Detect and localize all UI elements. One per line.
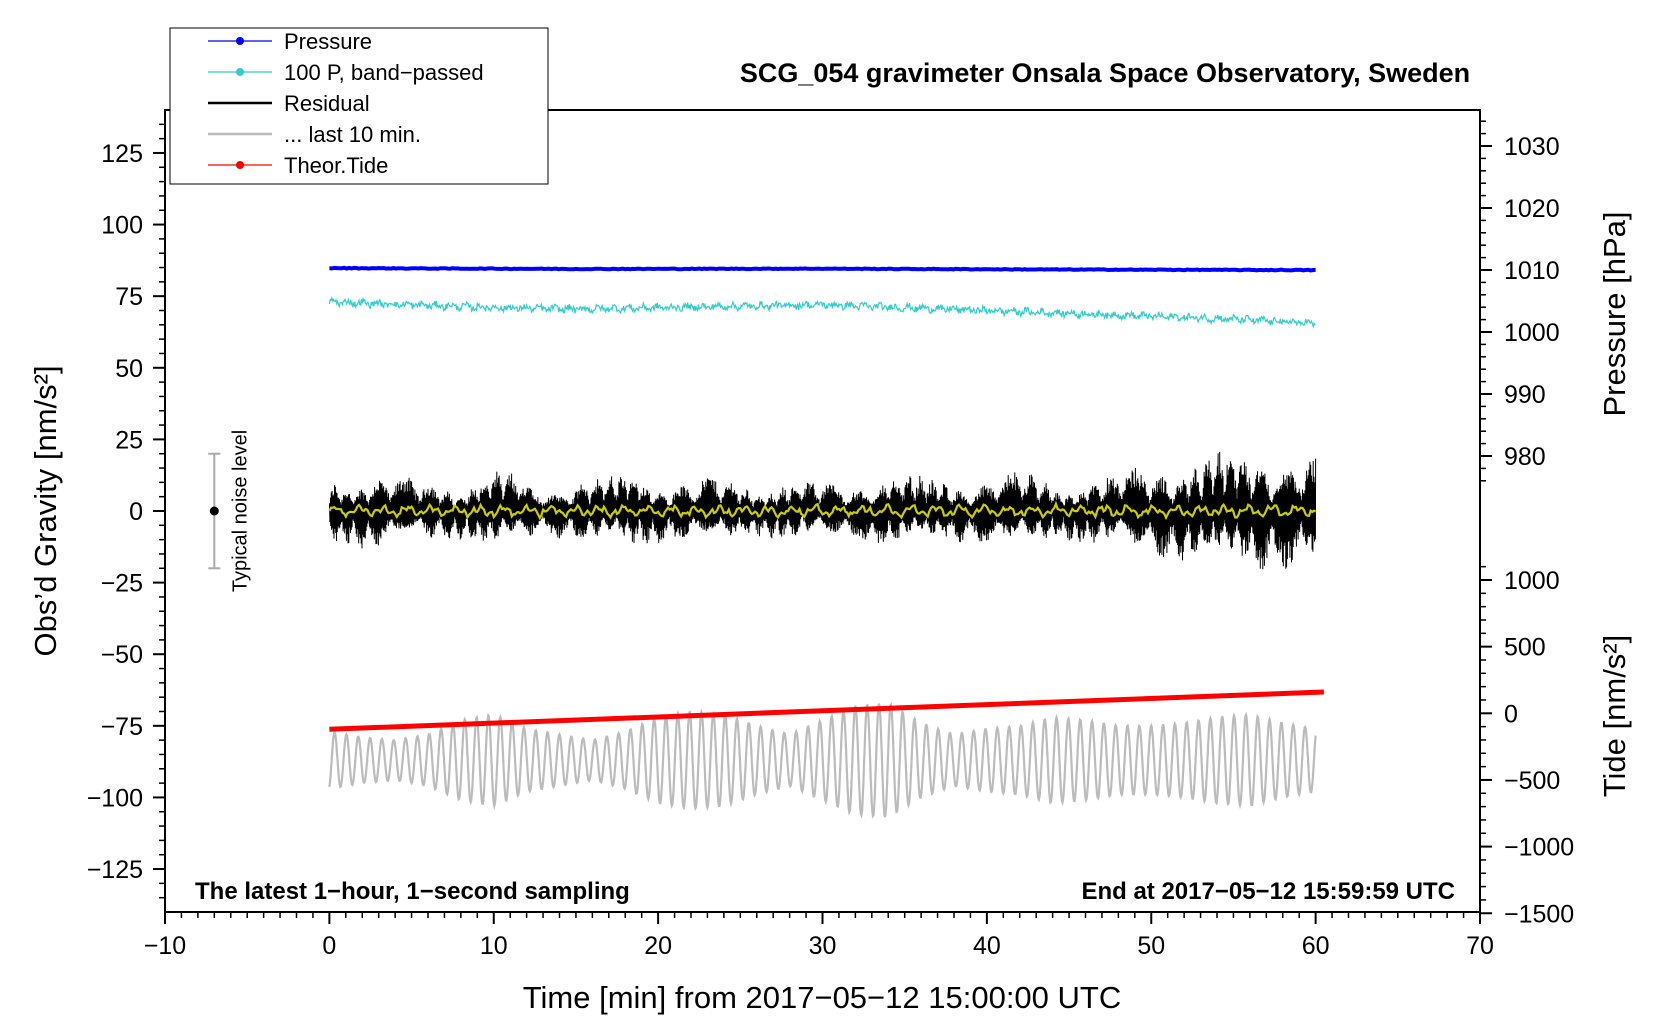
y-tick-label: 100	[101, 212, 143, 240]
y-tick-label: 0	[129, 498, 143, 526]
tide-tick-label: 1000	[1504, 567, 1560, 595]
tide-tick-label: −1000	[1504, 834, 1574, 862]
legend-item: Pressure	[208, 29, 372, 54]
noise-bar-dot	[209, 506, 219, 516]
tide-tick-label: −500	[1504, 767, 1560, 795]
y-tick-label: −25	[101, 570, 143, 598]
pressure-tick-label: 980	[1504, 443, 1546, 471]
pressure-tick-label: 1000	[1504, 319, 1560, 347]
x-tick-label: 70	[1466, 932, 1494, 960]
legend-label: Pressure	[284, 29, 372, 54]
legend-item: 100 P, band−passed	[208, 60, 484, 85]
y-tick-label: −75	[101, 713, 143, 741]
y-tick-label: −50	[101, 641, 143, 669]
y-tick-label: −125	[87, 856, 143, 884]
series-last-10-min	[328, 702, 1317, 819]
legend-marker	[236, 161, 244, 169]
legend-item: ... last 10 min.	[208, 122, 421, 147]
x-axis-label: Time [min] from 2017−05−12 15:00:00 UTC	[523, 980, 1122, 1015]
pressure-tick-label: 1010	[1504, 257, 1560, 285]
y-tick-label: 25	[115, 426, 143, 454]
series-residual-smoothed	[328, 500, 1317, 521]
legend-label: Residual	[284, 91, 370, 116]
legend-label: Theor.Tide	[284, 153, 388, 178]
legend-item: Residual	[208, 91, 370, 116]
x-tick-label: 30	[809, 932, 837, 960]
y-tick-label: 75	[115, 283, 143, 311]
tide-tick-label: 0	[1504, 700, 1518, 728]
x-tick-label: 0	[322, 932, 336, 960]
x-tick-label: 60	[1302, 932, 1330, 960]
x-tick-label: 10	[480, 932, 508, 960]
series-theor-tide	[329, 689, 1324, 732]
x-tick-label: −10	[144, 932, 186, 960]
tide-tick-label: −1500	[1504, 900, 1574, 928]
annotation-sampling: The latest 1−hour, 1−second sampling	[195, 878, 630, 905]
annotation-end-time: End at 2017−05−12 15:59:59 UTC	[1081, 878, 1455, 905]
axes-group: −10 0 10 20 30 40 50 60 701251007550250−25−50−75…	[87, 120, 1574, 960]
y-tick-label: −100	[87, 784, 143, 812]
y-axis-label-pressure: Pressure [hPa]	[1597, 211, 1632, 416]
series-pressure	[329, 265, 1316, 273]
y-axis-label-tide: Tide [nm/s²]	[1597, 635, 1632, 798]
legend-label: 100 P, band−passed	[284, 60, 484, 85]
series-group	[208, 265, 1324, 819]
legend-box	[169, 27, 549, 185]
tide-tick-label: 500	[1504, 634, 1546, 662]
pressure-tick-label: 1020	[1504, 195, 1560, 223]
pressure-tick-label: 1030	[1504, 133, 1560, 161]
legend-item: Theor.Tide	[208, 153, 388, 178]
pressure-tick-label: 990	[1504, 381, 1546, 409]
x-tick-label: 20	[644, 932, 672, 960]
y-tick-label: 125	[101, 140, 143, 168]
y-axis-label-left: Obs’d Gravity [nm/s²]	[28, 365, 63, 656]
text-group: Typical noise level SCG_054 gravimeter On…	[28, 58, 1632, 1015]
legend-marker	[236, 37, 244, 45]
noise-bar	[208, 452, 221, 570]
legend: Pressure 100 P, band−passed Residual ... la…	[169, 27, 549, 185]
legend-marker	[236, 68, 244, 76]
chart-title: SCG_054 gravimeter Onsala Space Observat…	[740, 58, 1470, 88]
x-tick-label: 50	[1137, 932, 1165, 960]
x-tick-label: 40	[973, 932, 1001, 960]
series-band-passed	[328, 295, 1316, 329]
noise-level-label: Typical noise level	[229, 430, 251, 592]
y-tick-label: 50	[115, 355, 143, 383]
legend-label: ... last 10 min.	[284, 122, 421, 147]
